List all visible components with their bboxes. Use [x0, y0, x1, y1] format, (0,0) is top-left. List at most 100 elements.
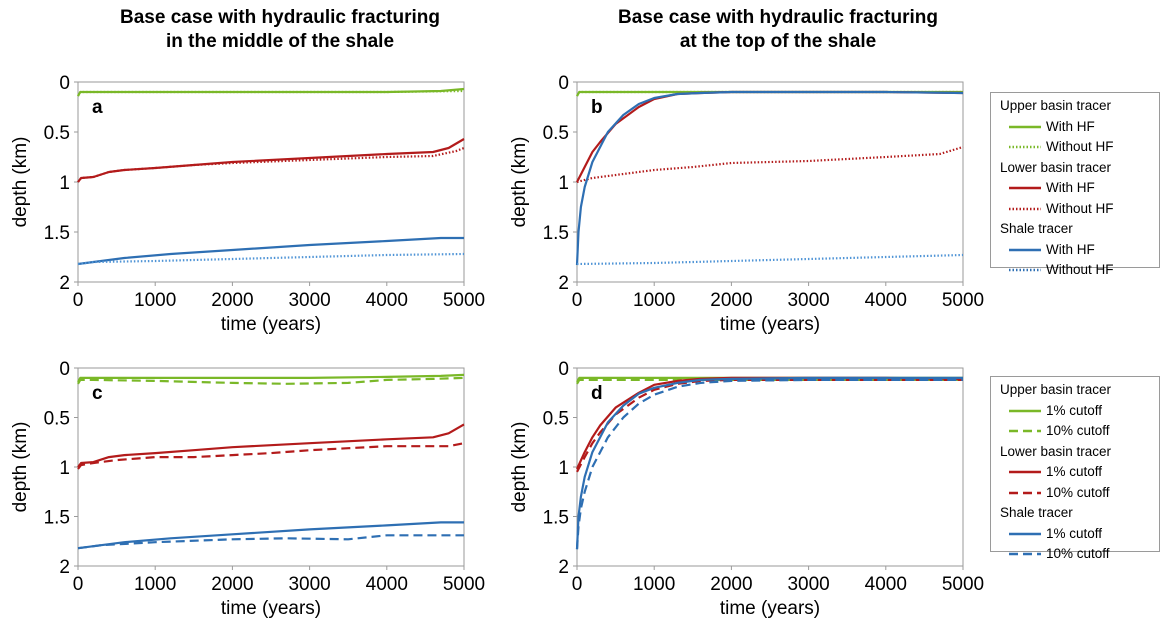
x-tick-label: 0	[73, 290, 84, 311]
legend-entry-label: With HF	[1046, 180, 1095, 195]
right-title-line-2: at the top of the shale	[679, 31, 877, 52]
series-line-upper-dotted	[77, 89, 465, 97]
legend-entry-label: 10% cutoff	[1046, 484, 1110, 500]
x-tick-label: 5000	[942, 290, 984, 311]
legend-swatch	[1008, 549, 1042, 559]
x-tick-label: 2000	[710, 290, 752, 311]
x-axis-label: time (years)	[720, 314, 820, 335]
x-tick-label: 3000	[288, 290, 330, 311]
legend-entry-label: With HF	[1046, 241, 1095, 257]
series-line-shale-dashed	[575, 378, 963, 550]
legend-swatch	[1008, 122, 1042, 132]
y-tick-label: 0	[59, 73, 70, 94]
y-tick-label: 2	[59, 273, 70, 294]
legend-entry: 10% cutoff	[1000, 483, 1153, 504]
panel-letter: b	[591, 97, 603, 118]
y-tick-label: 1	[59, 458, 70, 479]
legend-entry-label: 10% cutoff	[1046, 546, 1110, 561]
legend-entry: 1% cutoff	[1000, 401, 1153, 422]
series-line-shale-solid	[77, 236, 464, 266]
y-tick-label: 0.5	[44, 123, 70, 144]
legend-entry: With HF	[1000, 240, 1153, 261]
y-tick-label: 1	[558, 458, 569, 479]
legend-group-label: Shale tracer	[1000, 221, 1073, 236]
y-tick-label: 0	[558, 359, 569, 380]
left-title-line-1: Base case with hydraulic fracturing	[120, 7, 440, 28]
y-axis-label: depth (km)	[10, 422, 31, 513]
x-tick-label: 4000	[865, 290, 907, 311]
legend-group-label: Upper basin tracer	[1000, 98, 1112, 113]
panel-letter: a	[92, 97, 103, 118]
y-tick-label: 1.5	[44, 508, 70, 529]
legend-group-label: Upper basin tracer	[1000, 382, 1112, 397]
y-tick-label: 1	[558, 173, 569, 194]
x-tick-label: 0	[73, 574, 84, 595]
series-line-shale-dotted	[77, 252, 465, 266]
legend-swatch	[1008, 467, 1042, 477]
x-tick-label: 3000	[288, 574, 330, 595]
plot-frame	[77, 81, 465, 283]
x-tick-label: 2000	[710, 574, 752, 595]
y-tick-label: 2	[558, 273, 569, 294]
y-axis-label: depth (km)	[10, 137, 31, 228]
x-tick-label: 0	[572, 574, 583, 595]
x-tick-label: 2000	[211, 574, 253, 595]
x-tick-label: 2000	[211, 290, 253, 311]
x-tick-label: 1000	[134, 574, 176, 595]
legend-swatch	[1008, 204, 1042, 214]
x-axis-label: time (years)	[221, 314, 321, 335]
series-line-shale-dotted	[576, 253, 964, 266]
x-tick-label: 4000	[865, 574, 907, 595]
legend-entry: 10% cutoff	[1000, 421, 1153, 442]
series-line-upper-solid	[77, 373, 465, 383]
y-axis-label: depth (km)	[509, 137, 530, 228]
x-tick-label: 5000	[443, 290, 485, 311]
x-tick-label: 5000	[443, 574, 485, 595]
legend-entry-label: Without HF	[1046, 262, 1114, 277]
legend-swatch	[1008, 245, 1042, 255]
y-axis-label: depth (km)	[509, 422, 530, 513]
y-tick-label: 0.5	[543, 123, 569, 144]
x-axis-label: time (years)	[720, 598, 820, 619]
series-line-lower-solid	[575, 376, 964, 470]
legend-entry: With HF	[1000, 117, 1153, 138]
series-line-shale-dashed	[77, 534, 464, 550]
y-tick-label: 0	[59, 359, 70, 380]
y-tick-label: 2	[558, 557, 569, 578]
legend-entry: Without HF	[1000, 199, 1153, 220]
legend-entry: 10% cutoff	[1000, 544, 1153, 565]
series-line-lower-solid	[77, 138, 465, 183]
legend-swatch	[1008, 265, 1042, 275]
plot-frame	[576, 81, 964, 283]
legend-swatch	[1008, 406, 1042, 416]
legend-swatch	[1008, 529, 1042, 539]
legend-entry: 1% cutoff	[1000, 462, 1153, 483]
right-title-line-1: Base case with hydraulic fracturing	[618, 7, 938, 28]
x-tick-label: 3000	[787, 574, 829, 595]
y-tick-label: 1.5	[543, 508, 569, 529]
x-tick-label: 4000	[366, 574, 408, 595]
legend-entry-label: Without HF	[1046, 200, 1114, 216]
x-tick-label: 3000	[787, 290, 829, 311]
legend-group-label: Lower basin tracer	[1000, 443, 1112, 459]
legend-swatch	[1008, 183, 1042, 193]
legend-entry-label: Without HF	[1046, 139, 1114, 154]
y-tick-label: 1.5	[44, 223, 70, 244]
y-tick-label: 0.5	[543, 409, 569, 430]
legend-top: Upper basin tracer With HF Without HF Lower…	[990, 92, 1160, 277]
x-axis-label: time (years)	[221, 598, 321, 619]
y-tick-label: 2	[59, 557, 70, 578]
x-tick-label: 0	[572, 290, 583, 311]
legend-entry-label: With HF	[1046, 118, 1095, 134]
legend-group-label: Lower basin tracer	[1000, 159, 1112, 175]
legend-swatch	[1008, 426, 1042, 436]
x-tick-label: 4000	[366, 290, 408, 311]
y-tick-label: 0.5	[44, 409, 70, 430]
series-line-shale-solid	[77, 521, 464, 550]
left-title-line-2: in the middle of the shale	[165, 31, 395, 52]
legend-entry: Without HF	[1000, 260, 1153, 281]
legend-entry-label: 1% cutoff	[1046, 525, 1103, 541]
